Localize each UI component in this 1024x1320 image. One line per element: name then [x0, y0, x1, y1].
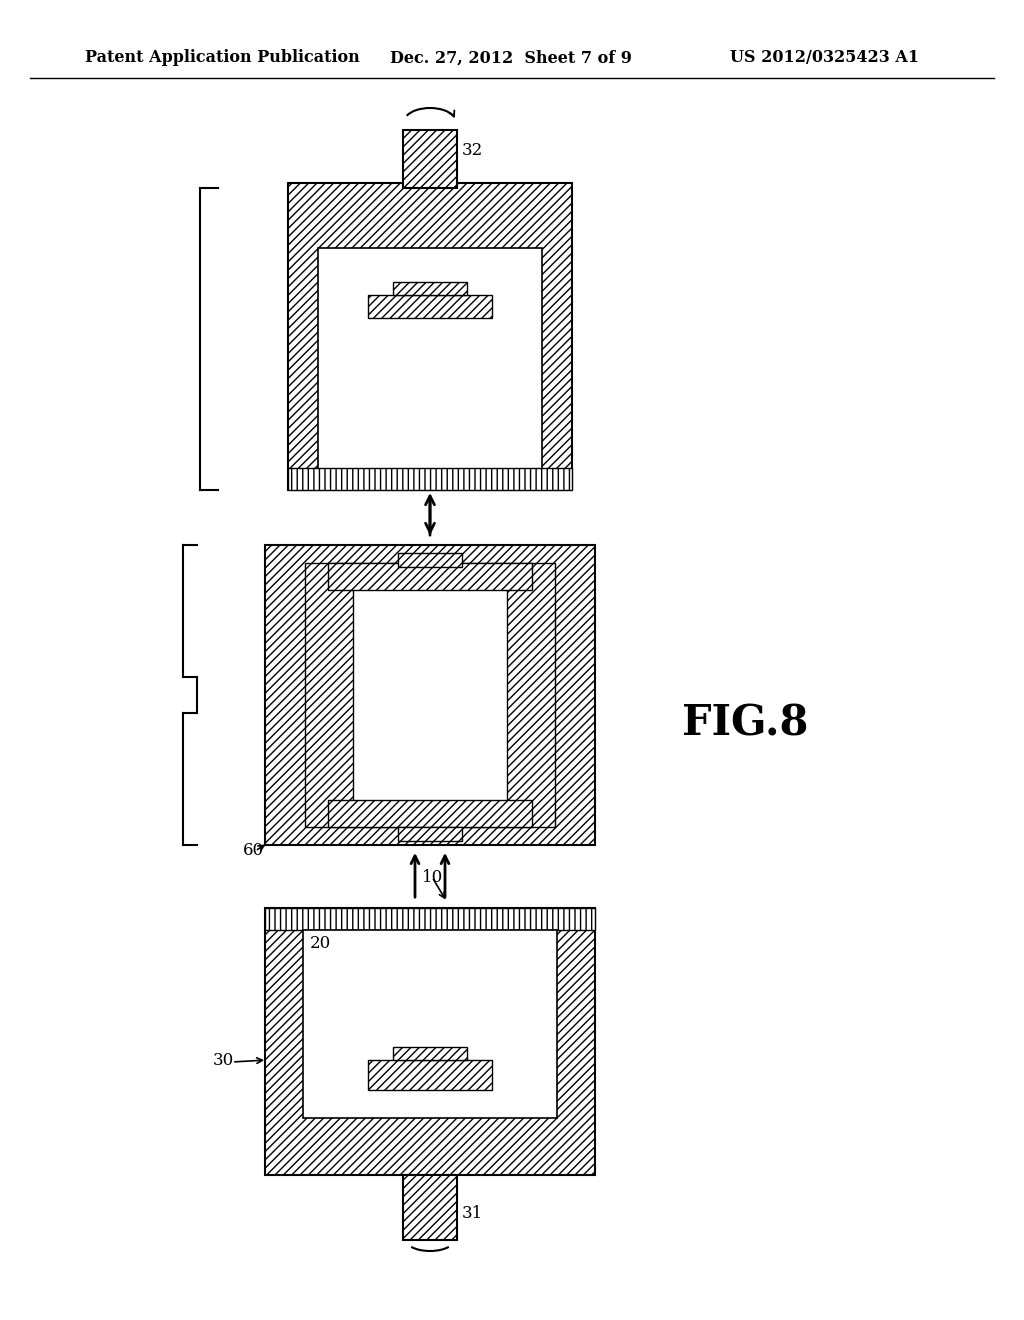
Text: FIG.8: FIG.8 — [682, 702, 808, 744]
Bar — [328, 800, 532, 828]
Bar — [318, 248, 542, 478]
Bar — [265, 545, 595, 845]
Text: 32: 32 — [462, 143, 483, 158]
Bar — [403, 1175, 457, 1239]
Bar — [305, 564, 555, 828]
Bar — [368, 294, 492, 318]
Bar — [398, 828, 462, 841]
Bar — [288, 469, 572, 490]
Text: 20: 20 — [310, 935, 331, 952]
Text: 60: 60 — [243, 842, 264, 859]
Bar — [265, 908, 595, 1175]
Bar — [288, 183, 572, 490]
Bar — [265, 908, 595, 931]
Text: US 2012/0325423 A1: US 2012/0325423 A1 — [730, 49, 920, 66]
Bar — [368, 1060, 492, 1090]
Text: Patent Application Publication: Patent Application Publication — [85, 49, 359, 66]
Bar — [393, 1047, 467, 1060]
Text: 31: 31 — [462, 1205, 483, 1222]
Bar — [393, 282, 467, 294]
Bar — [398, 553, 462, 568]
Text: Dec. 27, 2012  Sheet 7 of 9: Dec. 27, 2012 Sheet 7 of 9 — [390, 49, 632, 66]
Bar — [353, 576, 507, 814]
Text: 30: 30 — [213, 1052, 234, 1069]
Bar — [403, 129, 457, 187]
Text: 10: 10 — [422, 869, 443, 886]
Bar — [328, 564, 532, 590]
Bar — [303, 931, 557, 1118]
